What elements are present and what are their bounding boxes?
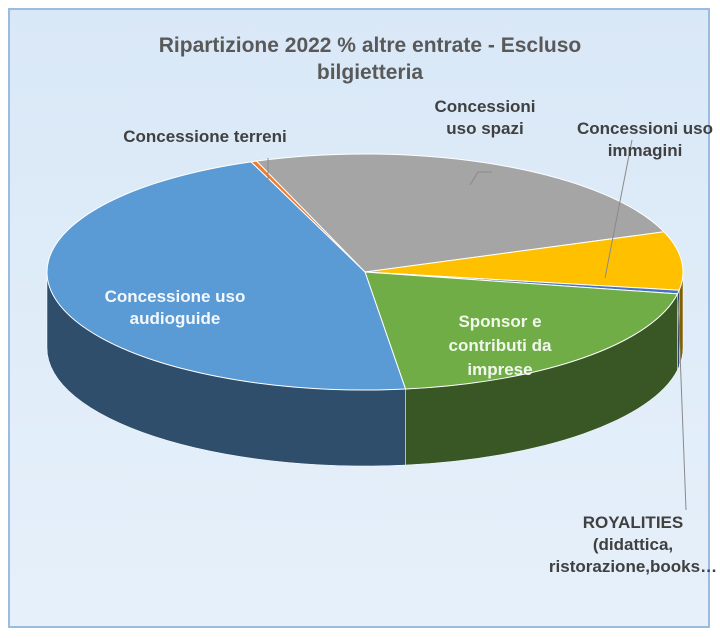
slice-label: ROYALITIES (didattica, ristorazione,book… bbox=[548, 513, 718, 576]
leader-line bbox=[469, 171, 492, 186]
slice-label: Concessione terreni bbox=[123, 127, 287, 146]
slice-label: Concessioni uso immagini bbox=[576, 119, 714, 160]
chart-title: Ripartizione 2022 % altre entrate - Escl… bbox=[158, 34, 582, 84]
slice bbox=[255, 153, 666, 273]
slice bbox=[364, 271, 679, 390]
slice-label: Concessione uso audioguide bbox=[104, 287, 246, 328]
leader-line bbox=[677, 299, 687, 511]
slice-label: Concessioni uso spazi bbox=[434, 97, 536, 138]
leader-line bbox=[604, 139, 633, 279]
slice-label: Sponsor e contributi da imprese bbox=[448, 312, 552, 379]
slice bbox=[46, 161, 407, 391]
slice bbox=[364, 231, 684, 291]
